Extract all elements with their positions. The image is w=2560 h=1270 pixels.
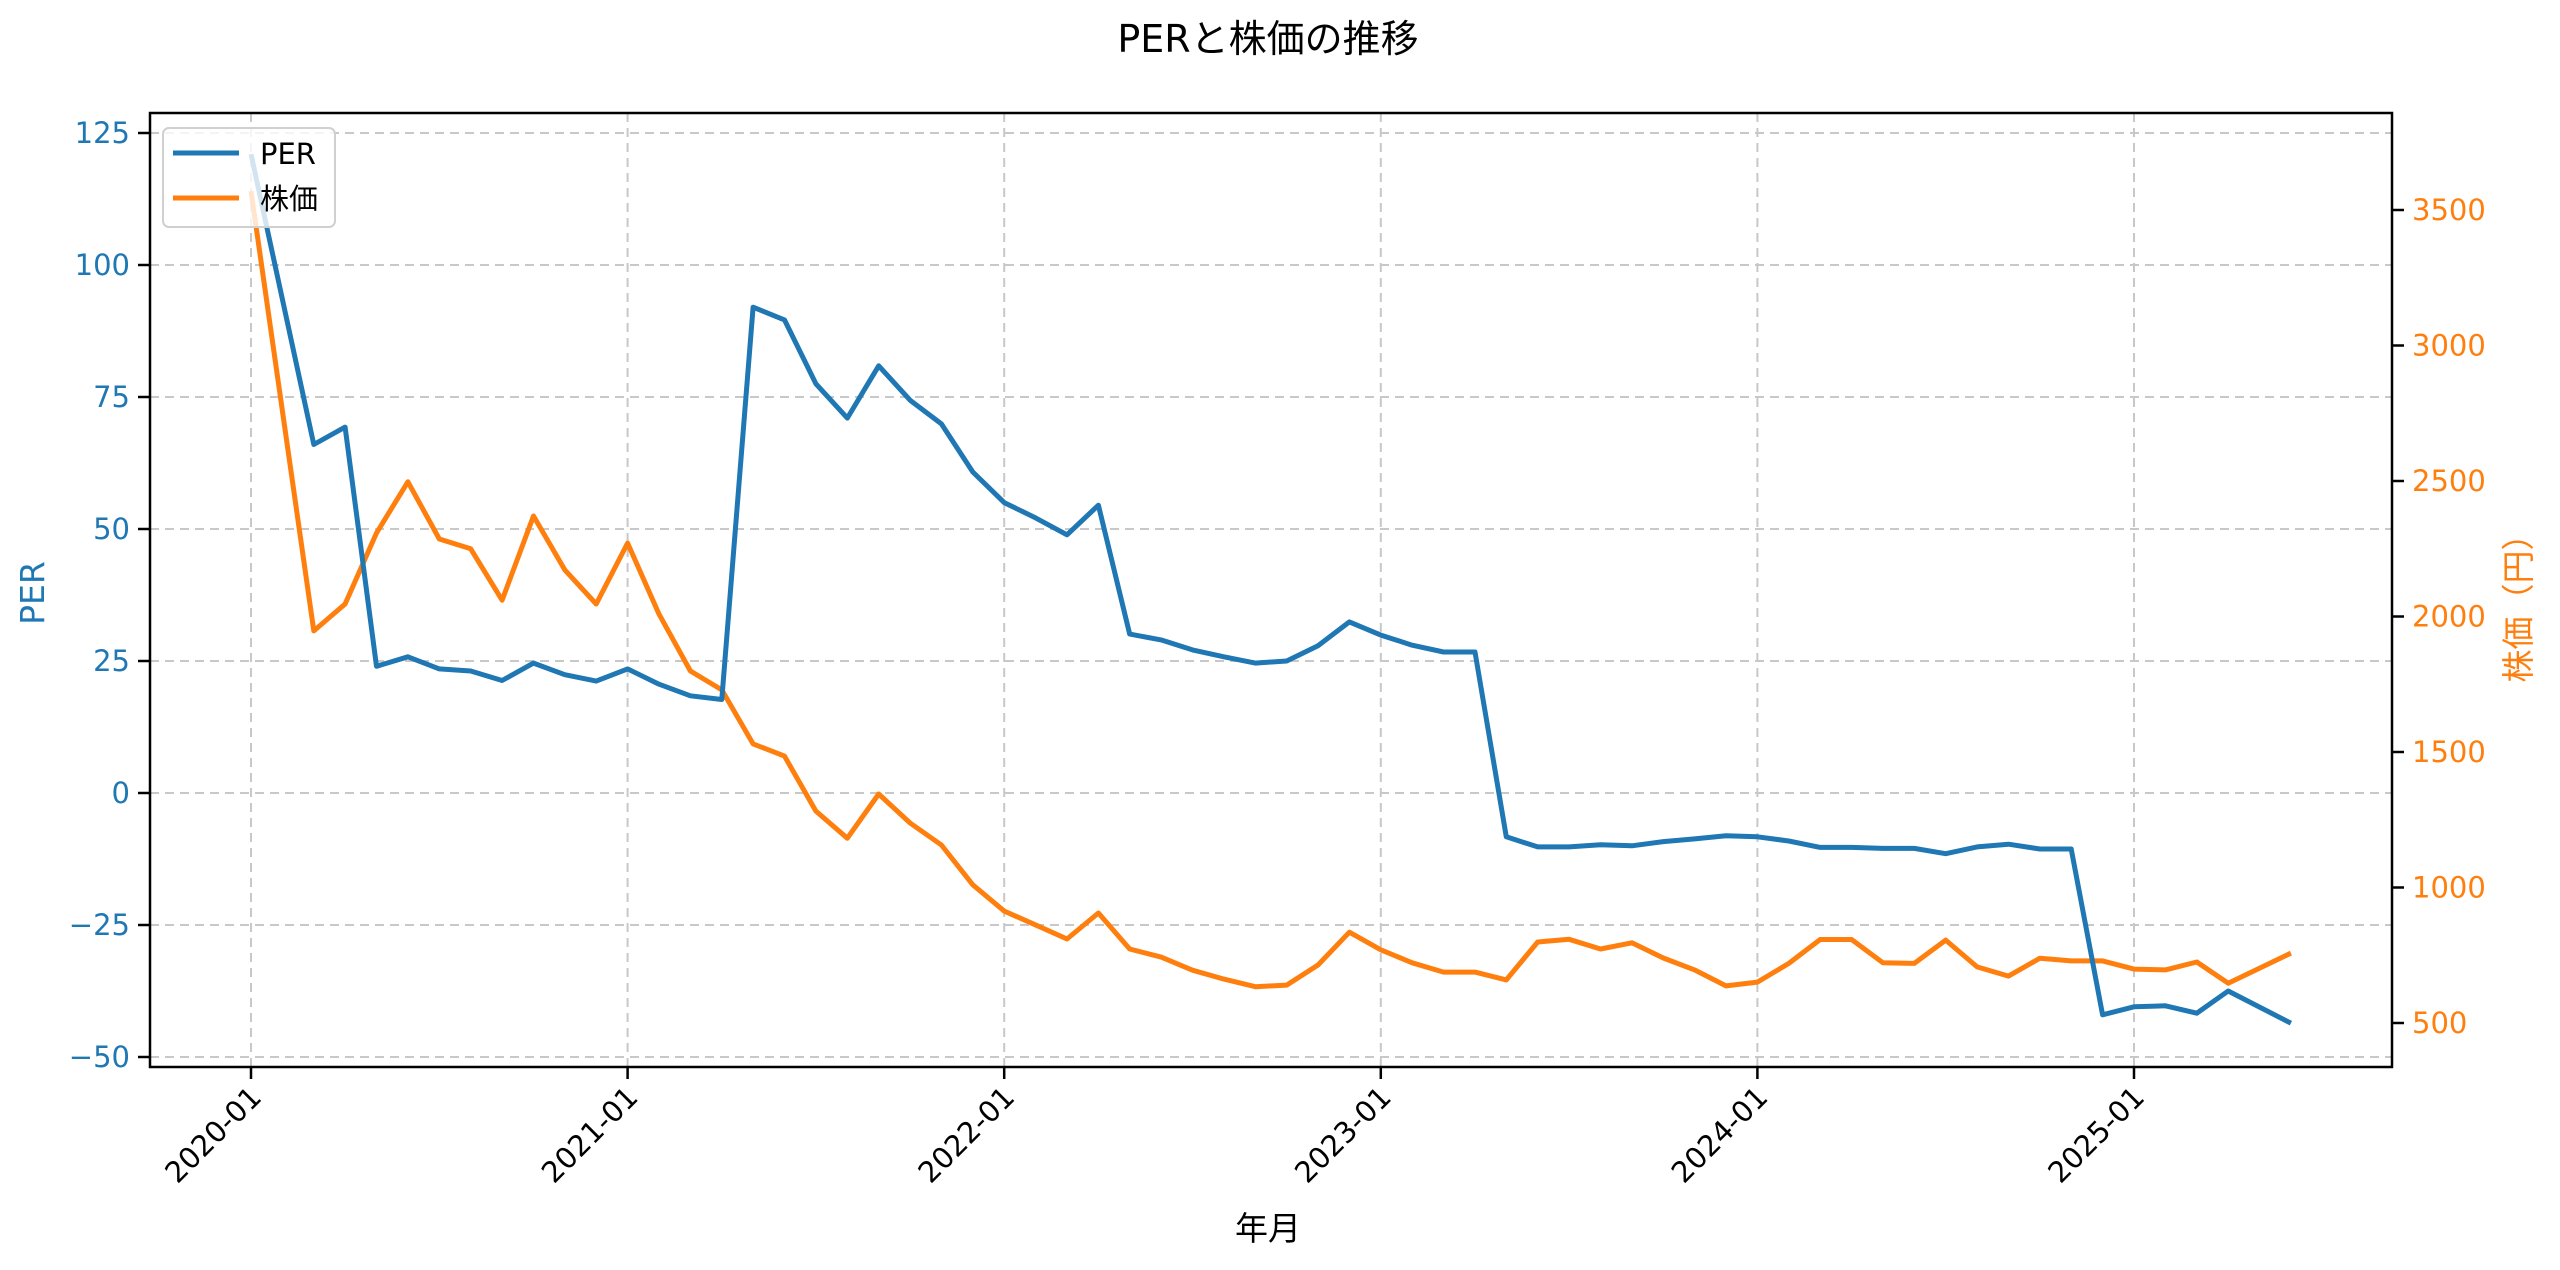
grid-lines (150, 113, 2392, 1067)
left-y-axis: 125 100 75 50 25 0 −25 −50 (69, 116, 150, 1074)
left-axis-label: PER (13, 561, 52, 625)
left-tick-label: 125 (75, 116, 130, 150)
right-y-axis: 3500 3000 2500 2000 1500 1000 500 (2392, 193, 2486, 1040)
x-tick-label: 2025-01 (2041, 1080, 2151, 1190)
right-tick-label: 1000 (2412, 871, 2486, 905)
left-tick-label: 100 (75, 248, 130, 282)
legend: PER 株価 (162, 127, 336, 228)
left-tick-label: −25 (69, 908, 130, 942)
left-tick-label: 75 (93, 380, 130, 414)
plot-frame (148, 111, 2394, 1069)
left-tick-label: 50 (93, 512, 130, 546)
x-tick-label: 2024-01 (1665, 1080, 1775, 1190)
right-axis-label: 株価（円） (2499, 518, 2538, 683)
left-tick-label: −50 (69, 1040, 130, 1074)
x-axis: 2020-01 2021-01 2022-01 2023-01 2024-01 2025-… (158, 1067, 2151, 1190)
legend-price-label: 株価 (260, 182, 318, 216)
legend-per-label: PER (260, 137, 316, 171)
right-tick-label: 2500 (2412, 464, 2486, 498)
per-series (248, 153, 2293, 1026)
chart-title: PERと株価の推移 (1117, 17, 1418, 61)
x-tick-label: 2023-01 (1288, 1080, 1398, 1190)
left-tick-label: 0 (112, 776, 130, 810)
price-series (248, 190, 2292, 990)
per-line (248, 153, 2293, 1026)
x-tick-label: 2022-01 (911, 1080, 1021, 1190)
x-axis-label: 年月 (1235, 1209, 1301, 1248)
right-tick-label: 2000 (2412, 600, 2486, 634)
right-tick-label: 3500 (2412, 193, 2486, 227)
right-tick-label: 3000 (2412, 329, 2486, 363)
price-line (248, 190, 2292, 990)
right-tick-label: 1500 (2412, 735, 2486, 769)
x-tick-label: 2020-01 (158, 1080, 268, 1190)
x-tick-label: 2021-01 (535, 1080, 645, 1190)
left-tick-label: 25 (93, 644, 130, 678)
right-tick-label: 500 (2412, 1006, 2467, 1040)
